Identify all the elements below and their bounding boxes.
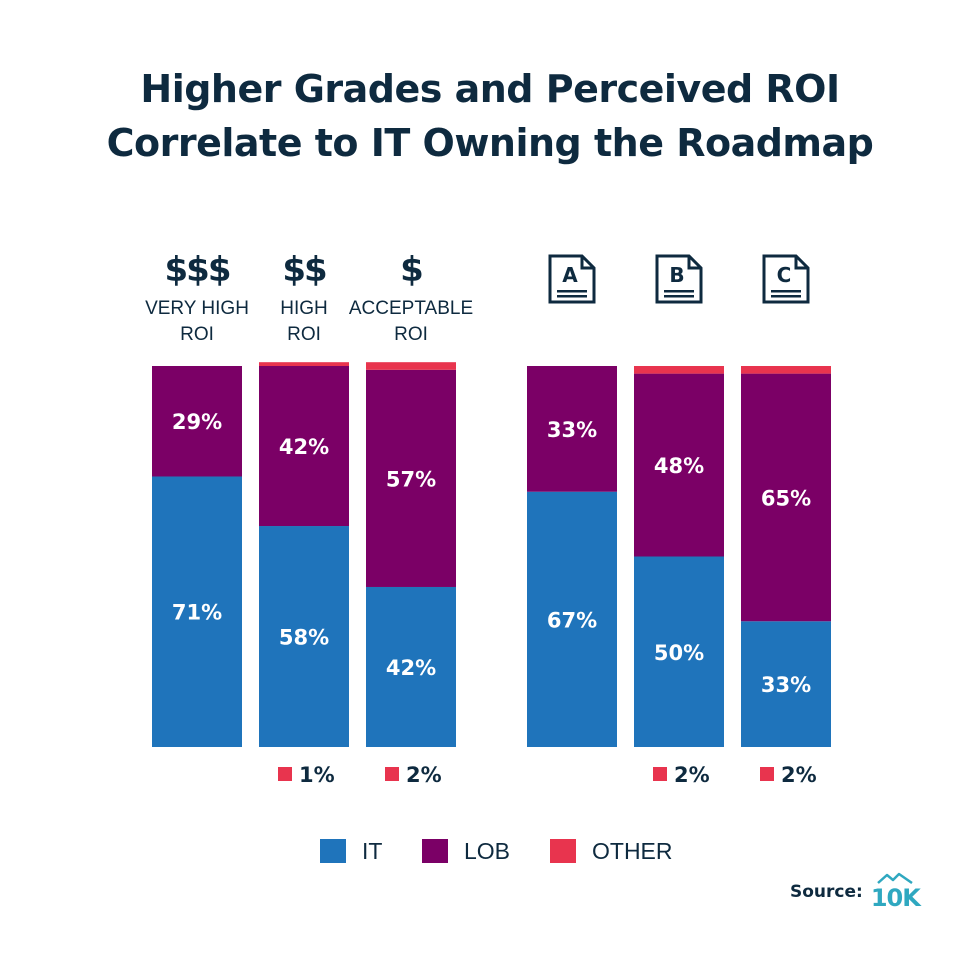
- legend-swatch-other: [550, 839, 576, 863]
- bar-lob-a: [527, 366, 617, 492]
- bar-it-a: [527, 491, 617, 747]
- grade-letter-b: B: [669, 263, 684, 287]
- data-label-it-c: 33%: [761, 673, 811, 697]
- roi-label-high: HIGH ROI: [234, 296, 374, 348]
- data-label-lob-acceptable-roi: 57%: [386, 467, 436, 491]
- roi-symbol-acceptable: $: [400, 250, 424, 290]
- other-marker-b: [653, 767, 667, 781]
- data-label-other-b: 2%: [674, 763, 710, 787]
- bar-it-very-high-roi: [152, 476, 242, 747]
- bar-lob-high-roi: [259, 366, 349, 527]
- mountain-icon: [877, 872, 914, 884]
- bar-other-b: [634, 366, 724, 374]
- legend-item-it: IT: [320, 836, 382, 866]
- legend: IT LOB OTHER: [0, 836, 980, 866]
- other-marker-acceptable-roi: [385, 767, 399, 781]
- source-label: Source:: [790, 882, 863, 902]
- data-label-it-a: 67%: [547, 608, 597, 632]
- bar-lob-very-high-roi: [152, 366, 242, 477]
- data-label-it-very-high-roi: 71%: [172, 601, 222, 625]
- roi-label-line2: ROI: [180, 324, 214, 345]
- chart-title: Higher Grades and Perceived ROI Correlat…: [0, 62, 980, 170]
- grade-letter-c: C: [777, 263, 792, 287]
- roi-symbol-high: $$: [282, 250, 327, 290]
- bar-it-high-roi: [259, 526, 349, 747]
- bar-other-c: [741, 366, 831, 374]
- legend-swatch-it: [320, 839, 346, 863]
- chart-title-line2: Correlate to IT Owning the Roadmap: [106, 121, 874, 165]
- document-icon: C: [762, 254, 810, 304]
- legend-item-other: OTHER: [550, 836, 673, 866]
- bar-lob-c: [741, 373, 831, 622]
- legend-label-lob: LOB: [464, 837, 511, 864]
- roi-label-line1: VERY HIGH: [145, 298, 249, 319]
- roi-label-line2: ROI: [287, 324, 321, 345]
- data-label-it-b: 50%: [654, 641, 704, 665]
- data-label-lob-c: 65%: [761, 486, 811, 510]
- roi-label-line1: ACCEPTABLE: [348, 298, 474, 319]
- roi-label-line2: ROI: [394, 324, 428, 345]
- data-label-lob-b: 48%: [654, 454, 704, 478]
- data-label-other-acceptable-roi: 2%: [406, 763, 442, 787]
- source-credit: Source: 10K: [790, 872, 921, 912]
- bar-it-c: [741, 621, 831, 747]
- bar-lob-acceptable-roi: [366, 369, 456, 587]
- data-label-lob-a: 33%: [547, 418, 597, 442]
- legend-swatch-lob: [422, 839, 448, 863]
- bar-other-acceptable-roi: [366, 362, 456, 370]
- bar-it-acceptable-roi: [366, 586, 456, 747]
- data-label-lob-high-roi: 42%: [279, 435, 329, 459]
- roi-label-line1: HIGH: [280, 298, 328, 319]
- document-icon: B: [655, 254, 703, 304]
- data-label-it-acceptable-roi: 42%: [386, 656, 436, 680]
- legend-item-lob: LOB: [422, 836, 510, 866]
- legend-label-other: OTHER: [592, 837, 673, 864]
- roi-label-acceptable: ACCEPTABLE ROI: [341, 296, 481, 348]
- bar-it-b: [634, 556, 724, 747]
- data-label-it-high-roi: 58%: [279, 626, 329, 650]
- grade-letter-a: A: [562, 263, 578, 287]
- data-label-lob-very-high-roi: 29%: [172, 410, 222, 434]
- other-marker-c: [760, 767, 774, 781]
- bar-lob-b: [634, 373, 724, 557]
- legend-label-it: IT: [362, 837, 383, 864]
- roi-symbol-very-high: $$$: [164, 250, 232, 290]
- bar-other-high-roi: [259, 362, 349, 366]
- document-icon: A: [548, 254, 596, 304]
- data-label-other-c: 2%: [781, 763, 817, 787]
- roi-label-very-high: VERY HIGH ROI: [127, 296, 267, 348]
- other-marker-high-roi: [278, 767, 292, 781]
- source-logo-text: 10K: [870, 884, 921, 912]
- source-logo: 10K: [870, 872, 921, 912]
- data-label-other-high-roi: 1%: [299, 763, 335, 787]
- chart-title-line1: Higher Grades and Perceived ROI: [140, 67, 840, 111]
